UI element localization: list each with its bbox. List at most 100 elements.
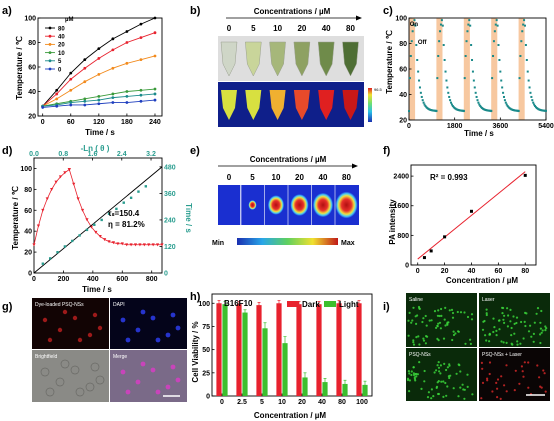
stained-cell xyxy=(424,314,427,318)
tube xyxy=(293,41,311,77)
data-point xyxy=(410,40,413,43)
pa-spot xyxy=(335,191,358,219)
stained-cell xyxy=(427,391,430,394)
stained-cell xyxy=(544,390,547,393)
red-cell xyxy=(97,325,103,331)
laser-on-band xyxy=(491,18,498,120)
cell-spots xyxy=(40,309,181,397)
data-point xyxy=(477,101,480,104)
data-point xyxy=(111,241,116,245)
stained-cell xyxy=(509,320,512,323)
stained-cell xyxy=(426,396,430,399)
data-point xyxy=(85,228,89,232)
y-axis-label: Temperature / ℃ xyxy=(11,186,20,250)
data-point xyxy=(522,23,525,26)
data-point xyxy=(107,212,111,215)
y-tick-label: 40 xyxy=(399,92,407,99)
stained-cell xyxy=(444,324,447,327)
chart-h: 0 25 50 75 100 0 2.5 5 10 20 40 80 100 xyxy=(198,293,373,406)
stained-cell xyxy=(532,340,535,343)
data-point xyxy=(36,224,41,228)
merged-cell xyxy=(150,367,156,373)
stained-cell xyxy=(450,308,454,311)
stained-cell xyxy=(428,319,431,322)
data-point xyxy=(422,256,426,260)
data-point xyxy=(69,101,73,104)
stained-cell xyxy=(511,343,514,346)
stained-cell xyxy=(433,371,436,374)
data-point xyxy=(408,110,410,113)
x-tick-label: 1800 xyxy=(447,123,463,130)
stained-cell xyxy=(532,332,536,335)
data-point xyxy=(409,54,412,57)
stained-cell xyxy=(416,373,419,376)
stained-cell xyxy=(495,381,498,384)
bar-light xyxy=(242,312,248,396)
data-point xyxy=(411,30,414,33)
data-point xyxy=(78,234,81,237)
stained-cell xyxy=(469,338,472,341)
stained-cell xyxy=(421,320,424,324)
legend-label: 80 xyxy=(58,26,65,32)
stained-cell xyxy=(443,362,446,365)
stained-cell xyxy=(456,310,459,314)
arrow-head xyxy=(356,15,362,21)
stained-cell xyxy=(506,325,509,328)
data-point xyxy=(518,77,521,80)
brightfield-cell xyxy=(45,387,55,397)
y2-tick-label: 480 xyxy=(164,164,176,171)
stained-cell xyxy=(442,337,446,340)
stained-cell xyxy=(425,324,428,327)
stained-cell xyxy=(412,306,415,309)
stained-cell xyxy=(540,309,543,313)
data-point xyxy=(138,243,142,247)
stained-cell xyxy=(466,385,469,388)
bar-dark xyxy=(256,305,262,396)
dapi-nucleus xyxy=(125,337,131,343)
data-point xyxy=(111,48,115,52)
column-label: 10 xyxy=(272,173,281,182)
panel-i: i) Saline Laser PSQ-NSs PSQ-NSs + Laser xyxy=(383,292,551,402)
y-tick-label: 100 xyxy=(24,16,36,23)
tube-photos xyxy=(220,41,359,77)
thermal-tube xyxy=(221,90,237,120)
data-point xyxy=(71,239,74,243)
x-tick-label: 3600 xyxy=(493,123,509,130)
stained-cell xyxy=(502,341,505,344)
data-point xyxy=(415,44,418,47)
merged-cell xyxy=(120,369,126,375)
x-axis-label: Time / s xyxy=(85,128,115,137)
stained-cell xyxy=(459,370,462,373)
stained-cell xyxy=(459,311,463,314)
channel-label: DAPI xyxy=(113,302,125,308)
stained-cell xyxy=(424,342,427,345)
stained-cell xyxy=(443,318,446,321)
stained-cell xyxy=(446,323,449,326)
data-point xyxy=(450,101,453,104)
data-point xyxy=(83,103,87,107)
data-point xyxy=(441,24,444,27)
stained-cell xyxy=(455,372,458,375)
condition-label: Saline xyxy=(409,297,423,303)
pa-spot xyxy=(268,195,284,215)
data-point xyxy=(69,103,73,107)
stained-cell xyxy=(522,375,525,378)
data-point xyxy=(97,47,101,51)
stained-cell xyxy=(433,310,437,313)
stained-cell xyxy=(408,379,411,382)
laser-on-band xyxy=(518,18,525,120)
y2-tick-label: 240 xyxy=(164,217,176,224)
x-tick-label: 10 xyxy=(278,399,286,406)
stained-cell xyxy=(512,315,515,318)
column-label: 5 xyxy=(250,173,255,182)
data-point xyxy=(32,243,36,247)
x-tick-label: 0 xyxy=(416,268,420,275)
stained-cell xyxy=(438,314,441,318)
stained-cell xyxy=(485,312,488,315)
stained-cell xyxy=(495,334,498,337)
merged-cell xyxy=(165,384,171,390)
data-point xyxy=(450,103,453,106)
series-line-cooling xyxy=(68,169,162,246)
data-point xyxy=(63,171,67,175)
data-point xyxy=(153,98,157,102)
